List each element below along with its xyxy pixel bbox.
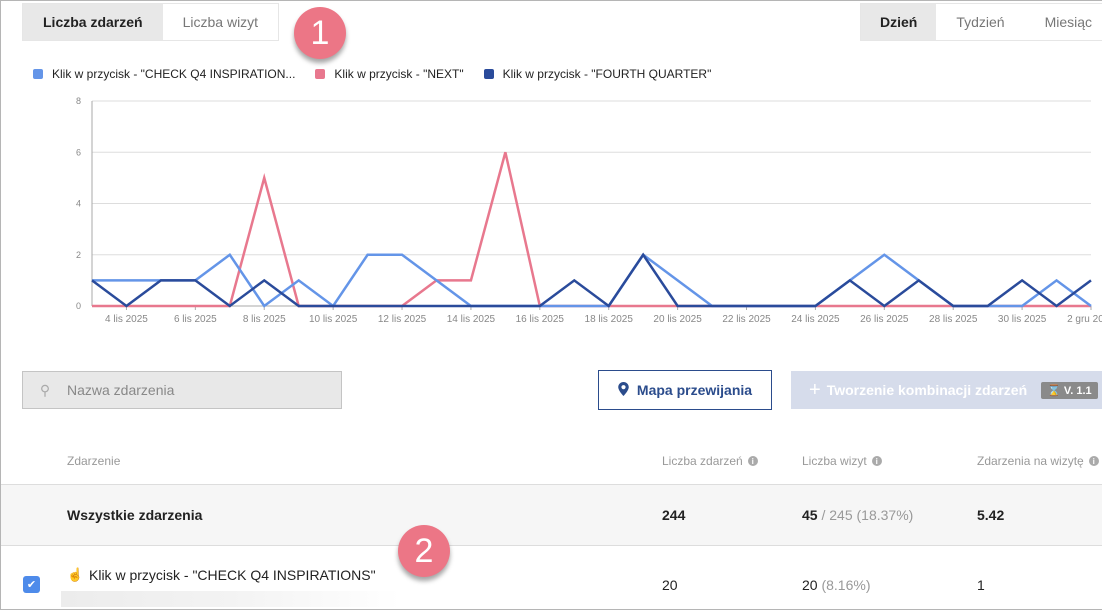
series-line — [92, 151, 1091, 308]
tab-day[interactable]: Dzień — [861, 4, 937, 40]
column-header-events-per-visit[interactable]: Zdarzenia na wizytę i — [977, 454, 1099, 468]
header-label: Zdarzenia na wizytę — [977, 454, 1084, 468]
search-icon: ⚲ — [39, 381, 51, 398]
x-tick-label: 20 lis 2025 — [653, 314, 702, 325]
y-tick-label: 6 — [76, 147, 81, 157]
legend-item[interactable]: Klik w przycisk - "NEXT" — [315, 67, 464, 81]
x-tick-label: 2 gru 2025 — [1067, 314, 1102, 325]
chart-legend: Klik w przycisk - "CHECK Q4 INSPIRATION.… — [33, 67, 711, 81]
scroll-map-button[interactable]: Mapa przewijania — [598, 370, 772, 410]
tab-visit-count[interactable]: Liczba wizyt — [162, 4, 279, 40]
column-header-visit-count[interactable]: Liczba wizyt i — [802, 454, 882, 468]
x-tick-label: 8 lis 2025 — [243, 314, 286, 325]
total-visits: 45 / 245 (18.37%) — [802, 507, 913, 523]
tab-month[interactable]: Miesiąc — [1024, 4, 1102, 40]
total-visits-of: / 245 (18.37%) — [817, 507, 914, 523]
x-tick-label: 22 lis 2025 — [722, 314, 771, 325]
legend-label: Klik w przycisk - "NEXT" — [334, 67, 464, 81]
scroll-map-label: Mapa przewijania — [636, 382, 753, 398]
loading-placeholder — [61, 591, 401, 607]
y-tick-label: 4 — [76, 199, 81, 209]
legend-label: Klik w przycisk - "CHECK Q4 INSPIRATION.… — [52, 67, 296, 81]
x-tick-label: 18 lis 2025 — [585, 314, 634, 325]
x-tick-label: 14 lis 2025 — [447, 314, 496, 325]
tab-event-count[interactable]: Liczba zdarzeń — [23, 4, 163, 40]
x-tick-label: 10 lis 2025 — [309, 314, 358, 325]
hand-pointer-icon: ☝ — [67, 567, 84, 582]
legend-swatch — [483, 69, 494, 79]
version-label: V. 1.1 — [1063, 384, 1092, 397]
column-header-event[interactable]: Zdarzenie — [67, 454, 120, 468]
x-tick-label: 28 lis 2025 — [929, 314, 978, 325]
legend-item[interactable]: Klik w przycisk - "FOURTH QUARTER" — [483, 67, 712, 81]
row-visits-value: 20 — [802, 577, 818, 593]
legend-label: Klik w przycisk - "FOURTH QUARTER" — [502, 67, 712, 81]
row-event-name: Klik w przycisk - "CHECK Q4 INSPIRATIONS… — [89, 567, 376, 583]
x-tick-label: 30 lis 2025 — [998, 314, 1047, 325]
x-tick-label: 12 lis 2025 — [378, 314, 427, 325]
info-icon[interactable]: i — [871, 456, 882, 466]
x-tick-label: 26 lis 2025 — [860, 314, 909, 325]
legend-swatch — [33, 69, 43, 79]
table-row-total[interactable]: Wszystkie zdarzenia 244 45 / 245 (18.37%… — [1, 484, 1102, 546]
x-tick-label: 6 lis 2025 — [174, 314, 217, 325]
row-visits: 20 (8.16%) — [802, 577, 871, 593]
row-events: 20 — [662, 577, 678, 593]
y-tick-label: 2 — [76, 250, 81, 260]
header-label: Liczba zdarzeń — [662, 454, 743, 468]
hourglass-icon: ⌛ — [1047, 384, 1061, 397]
y-tick-label: 8 — [76, 96, 81, 106]
create-combination-label: Tworzenie kombinacji zdarzeń — [826, 382, 1028, 398]
version-badge: ⌛ V. 1.1 — [1041, 381, 1098, 399]
info-icon[interactable]: i — [1088, 456, 1099, 466]
info-icon[interactable]: i — [747, 456, 758, 466]
column-header-event-count[interactable]: Liczba zdarzeń i — [662, 454, 758, 468]
legend-item[interactable]: Klik w przycisk - "CHECK Q4 INSPIRATION.… — [33, 67, 295, 81]
total-name: Wszystkie zdarzenia — [67, 507, 203, 523]
legend-swatch — [315, 69, 326, 79]
callout-2: 2 — [398, 525, 450, 577]
line-chart: 0 2 4 6 8 4 lis 2025 6 lis 2025 8 lis 2025 10 li… — [76, 96, 1102, 325]
period-toggle: Dzień Tydzień Miesiąc — [860, 3, 1102, 41]
header-label: Liczba wizyt — [802, 454, 867, 468]
x-tick-label: 4 lis 2025 — [105, 314, 148, 325]
row-visits-pct: (8.16%) — [817, 577, 871, 593]
row-checkbox[interactable]: ✔ — [23, 576, 40, 593]
row-per-visit: 1 — [977, 577, 985, 593]
create-event-combination-button[interactable]: + Tworzenie kombinacji zdarzeń ⌛ V. 1.1 — [791, 371, 1102, 409]
plus-icon: + — [809, 378, 821, 401]
header-label: Zdarzenie — [67, 454, 121, 468]
callout-1: 1 — [294, 7, 346, 59]
tab-week[interactable]: Tydzień — [936, 4, 1025, 40]
total-events: 244 — [662, 507, 686, 523]
event-search[interactable]: ⚲ — [22, 371, 342, 409]
x-tick-label: 24 lis 2025 — [791, 314, 840, 325]
map-pin-icon — [618, 381, 629, 399]
metric-toggle: Liczba zdarzeń Liczba wizyt — [22, 3, 280, 41]
total-per-visit: 5.42 — [977, 507, 1005, 523]
total-visits-value: 45 — [802, 507, 818, 523]
y-tick-label: 0 — [76, 301, 81, 311]
series-line — [91, 252, 1092, 308]
x-tick-label: 16 lis 2025 — [516, 314, 565, 325]
event-search-input[interactable] — [67, 382, 327, 398]
